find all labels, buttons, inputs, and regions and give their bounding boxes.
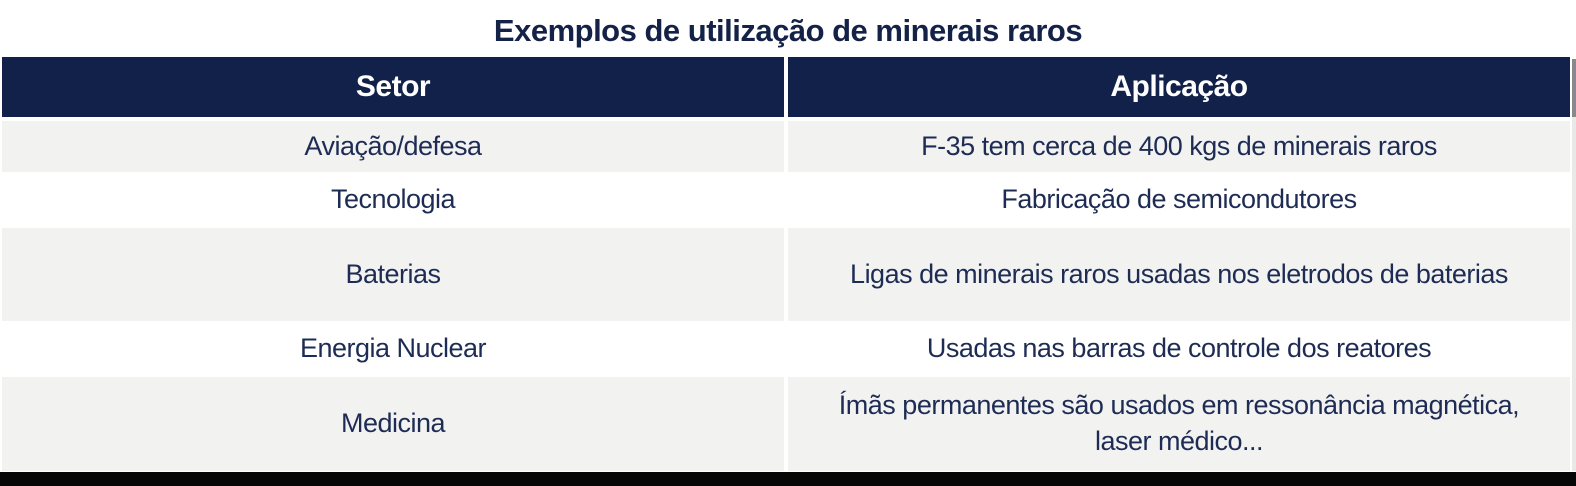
cell-text: F-35 tem cerca de 400 kgs de minerais ra… [921, 130, 1437, 161]
cell-text: Aviação/defesa [304, 130, 482, 161]
table-cell-aplicacao-row4: Usadas nas barras de controle dos reator… [788, 321, 1570, 377]
table-cell-setor-row3: Baterias [2, 228, 784, 321]
right-edge-strip-light [1572, 117, 1576, 471]
cell-text: Ímãs permanentes são usados em ressonânc… [838, 390, 1520, 456]
cell-text: Usadas nas barras de controle dos reator… [926, 333, 1432, 364]
table-cell-aplicacao-row1: F-35 tem cerca de 400 kgs de minerais ra… [788, 121, 1570, 172]
page-title: Exemplos de utilização de minerais raros [493, 13, 1083, 48]
table-cell-aplicacao-row2: Fabricação de semicondutores [788, 172, 1570, 228]
table-cell-setor-row4: Energia Nuclear [2, 321, 784, 377]
table-cell-setor-row2: Tecnologia [2, 172, 784, 228]
cell-text: Ligas de minerais raros usadas nos eletr… [850, 258, 1508, 289]
table-cell-setor-row5: Medicina [2, 377, 784, 471]
cell-text: Energia Nuclear [299, 333, 487, 364]
table-cell-aplicacao-row3: Ligas de minerais raros usadas nos eletr… [788, 228, 1570, 321]
table-cell-setor-row1: Aviação/defesa [2, 121, 784, 172]
right-edge-strip-dark [1572, 59, 1576, 117]
cell-text: Tecnologia [330, 184, 456, 215]
column-header-aplicacao: Aplicação [788, 57, 1570, 121]
column-header-setor-label: Setor [355, 70, 431, 103]
bottom-black-bar [0, 472, 1576, 486]
column-header-aplicacao-label: Aplicação [1110, 70, 1248, 103]
minerals-usage-table: Setor Aplicação Aviação/defesa F-35 tem … [2, 57, 1570, 471]
cell-text: Baterias [345, 258, 441, 289]
cell-text: Fabricação de semicondutores [1001, 184, 1357, 215]
table-cell-aplicacao-row5: Ímãs permanentes são usados em ressonânc… [788, 377, 1570, 471]
column-header-setor: Setor [2, 57, 784, 121]
cell-text: Medicina [340, 408, 446, 439]
